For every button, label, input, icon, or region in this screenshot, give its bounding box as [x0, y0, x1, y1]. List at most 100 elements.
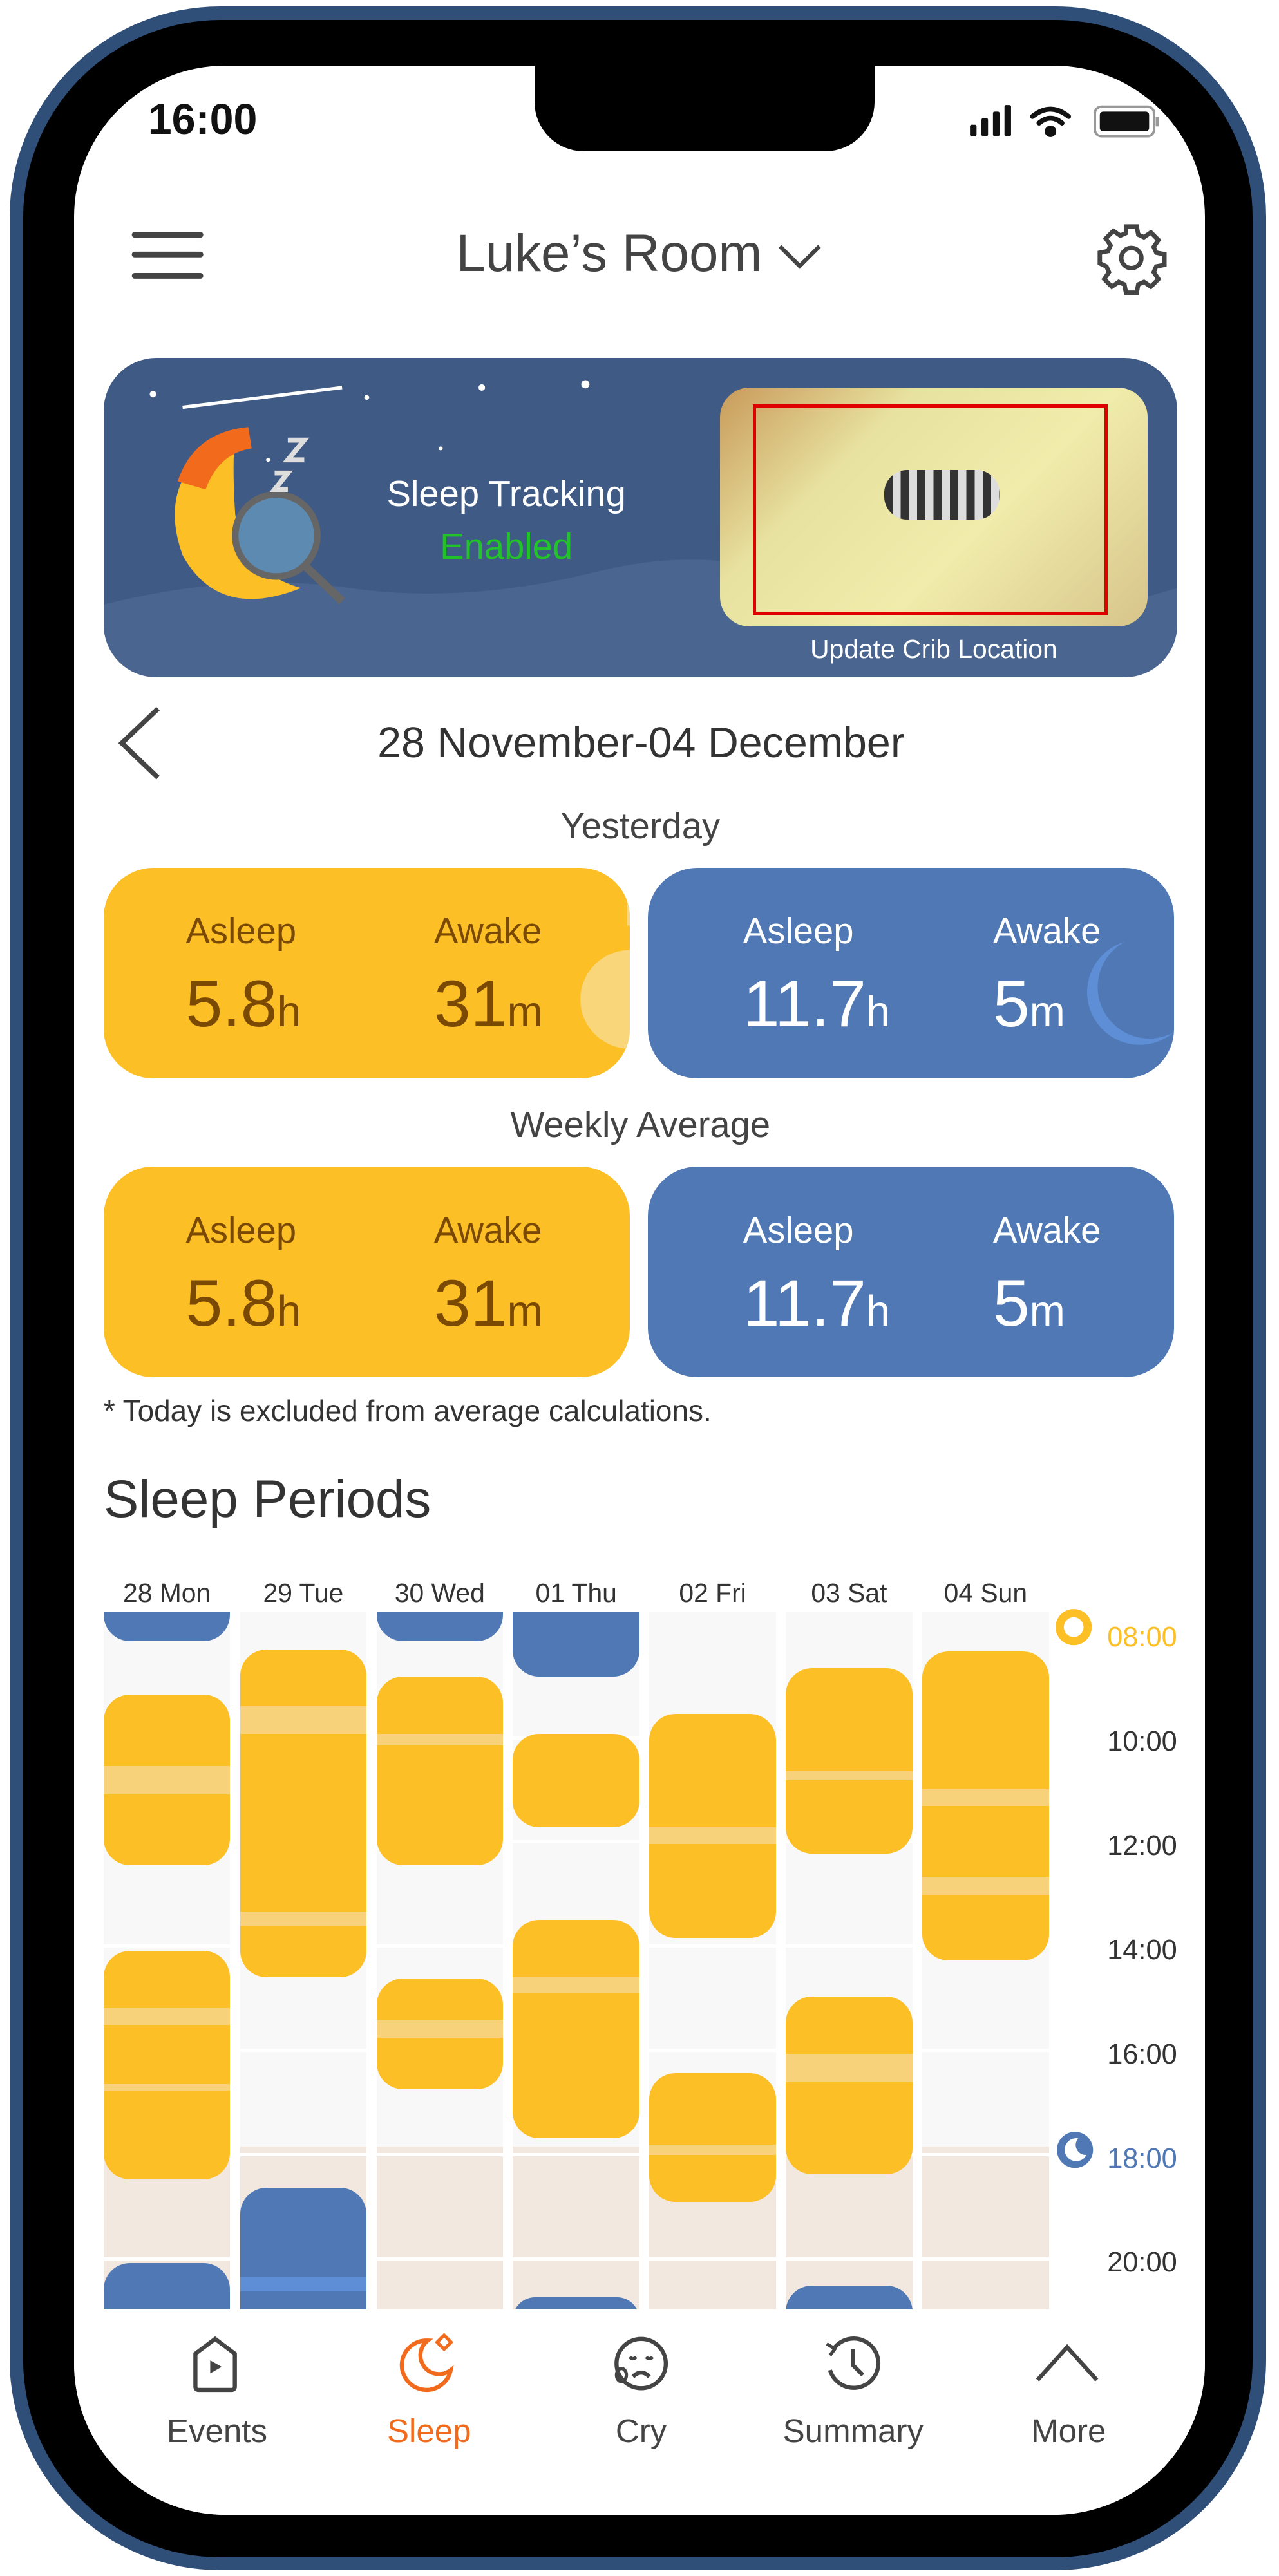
- nav-sleep[interactable]: Sleep: [339, 2331, 520, 2450]
- evening-zone: [922, 2146, 1049, 2309]
- awake-interval: [240, 1912, 367, 1926]
- awake-interval: [786, 2054, 913, 2083]
- day-sleep-period[interactable]: [240, 1650, 367, 1977]
- notch: [534, 66, 875, 151]
- day-sleep-period[interactable]: [376, 1676, 504, 1865]
- crib-camera-preview[interactable]: [720, 388, 1148, 626]
- sun-icon: [1055, 1609, 1092, 1646]
- nav-events[interactable]: Events: [127, 2331, 308, 2450]
- update-crib-location-button[interactable]: Update Crib Location: [810, 634, 1057, 664]
- day-sleep-period[interactable]: [649, 1713, 776, 1938]
- asleep-number: 5.8: [185, 1266, 278, 1340]
- awake-number: 5: [992, 1266, 1030, 1340]
- night-sleep-period[interactable]: [513, 1612, 640, 1677]
- grid-line: [376, 2152, 504, 2156]
- awake-unit: m: [1029, 988, 1065, 1036]
- day-sleep-period[interactable]: [513, 1733, 640, 1828]
- average-footnote: * Today is excluded from average calcula…: [103, 1393, 712, 1427]
- y-tick-label: 10:00: [1107, 1726, 1177, 1758]
- grid-line: [922, 2152, 1049, 2156]
- night-sleep-period[interactable]: [376, 1612, 504, 1641]
- night-sleep-period[interactable]: [103, 2262, 231, 2309]
- y-tick-label: 20:00: [1107, 2247, 1177, 2279]
- awake-interval: [649, 1827, 776, 1845]
- grid-line: [376, 2257, 504, 2261]
- awake-value: 31m: [434, 1266, 543, 1341]
- chevron-down-icon: [779, 245, 821, 270]
- awake-label: Awake: [433, 1209, 542, 1250]
- day-header: 04 Sun: [943, 1577, 1028, 1608]
- nav-more[interactable]: More: [978, 2331, 1159, 2450]
- nav-cry[interactable]: Cry: [551, 2331, 732, 2450]
- evening-zone: [513, 2146, 640, 2309]
- nav-label: Cry: [615, 2412, 667, 2450]
- day-sleep-period[interactable]: [376, 1979, 504, 2089]
- grid-line: [922, 2048, 1049, 2053]
- sleep-periods-chart: [103, 1612, 1050, 2309]
- night-sleep-period[interactable]: [786, 2286, 913, 2309]
- video-home-icon: [193, 2336, 238, 2392]
- awake-value: 5m: [993, 1266, 1065, 1341]
- awake-number: 31: [433, 1266, 507, 1340]
- night-sleep-period[interactable]: [240, 2188, 367, 2309]
- y-tick-label: 16:00: [1107, 2038, 1177, 2070]
- grid-line: [103, 2257, 231, 2261]
- awake-interval: [513, 1977, 640, 1994]
- previous-week-button[interactable]: [115, 704, 165, 783]
- awake-unit: m: [507, 1287, 543, 1335]
- awake-interval: [786, 1771, 913, 1780]
- day-sleep-period[interactable]: [103, 1695, 231, 1865]
- y-tick-label: 18:00: [1107, 2143, 1177, 2174]
- night-sleep-period[interactable]: [103, 1612, 231, 1641]
- bottom-nav: [73, 2309, 1206, 2515]
- nav-label: Events: [166, 2412, 267, 2450]
- awake-interval: [103, 1765, 231, 1795]
- battery-icon: [1094, 106, 1159, 138]
- day-sleep-period[interactable]: [922, 1651, 1049, 1960]
- moon-mascot-icon: [175, 427, 345, 605]
- day-sleep-period[interactable]: [103, 1951, 231, 2179]
- day-sleep-period[interactable]: [513, 1919, 640, 2139]
- gear-icon[interactable]: [1094, 220, 1169, 296]
- day-sleep-period[interactable]: [786, 1997, 913, 2175]
- status-icons: [970, 105, 1159, 138]
- awake-label: Awake: [433, 910, 542, 952]
- asleep-unit: h: [277, 988, 301, 1036]
- asleep-unit: h: [866, 1287, 890, 1335]
- tracking-status: Enabled: [440, 525, 573, 567]
- yesterday-day-card: Asleep 5.8h Awake 31m: [103, 867, 630, 1078]
- awake-unit: m: [507, 988, 543, 1036]
- grid-line: [922, 2257, 1049, 2261]
- asleep-value: 11.7h: [743, 966, 890, 1042]
- nav-label: Sleep: [386, 2412, 471, 2450]
- hamburger-icon[interactable]: [131, 230, 207, 283]
- day-header: 02 Fri: [679, 1577, 746, 1608]
- day-header: 28 Mon: [122, 1577, 211, 1608]
- day-header: 30 Wed: [394, 1577, 485, 1608]
- awake-value: 5m: [993, 966, 1065, 1042]
- room-selector[interactable]: Luke’s Room: [329, 223, 951, 284]
- weekly-average-label: Weekly Average: [510, 1104, 771, 1145]
- awake-value: 31m: [434, 966, 543, 1042]
- grid-line: [513, 2257, 640, 2261]
- baby-image: [884, 470, 1000, 520]
- awake-interval: [376, 1733, 504, 1745]
- asleep-unit: h: [277, 1287, 301, 1335]
- yesterday-night-card: Asleep 11.7h Awake 5m: [647, 867, 1174, 1078]
- nav-label: More: [1031, 2412, 1106, 2450]
- awake-interval: [240, 2276, 367, 2291]
- awake-interval: [649, 2145, 776, 2155]
- day-sleep-period[interactable]: [786, 1668, 913, 1854]
- sun-decoration-icon: [580, 884, 630, 1049]
- night-sleep-period[interactable]: [513, 2297, 640, 2309]
- day-sleep-period[interactable]: [649, 2073, 776, 2203]
- asleep-value: 5.8h: [185, 1266, 301, 1341]
- nav-summary[interactable]: Summary: [763, 2331, 943, 2450]
- awake-label: Awake: [992, 1209, 1101, 1250]
- crying-face-icon: [614, 2336, 668, 2391]
- moon-icon: [399, 2333, 454, 2392]
- crib-location-box: [753, 404, 1108, 615]
- room-title: Luke’s Room: [456, 224, 763, 283]
- grid-line: [513, 2152, 640, 2156]
